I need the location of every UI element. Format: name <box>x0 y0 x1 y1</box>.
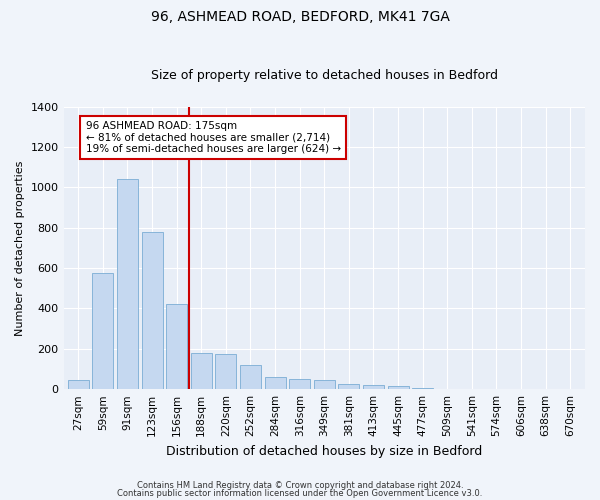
Bar <box>166 304 187 389</box>
Title: Size of property relative to detached houses in Bedford: Size of property relative to detached ho… <box>151 69 498 82</box>
Y-axis label: Number of detached properties: Number of detached properties <box>15 160 25 336</box>
Bar <box>117 180 138 389</box>
Text: Contains HM Land Registry data © Crown copyright and database right 2024.: Contains HM Land Registry data © Crown c… <box>137 481 463 490</box>
X-axis label: Distribution of detached houses by size in Bedford: Distribution of detached houses by size … <box>166 444 482 458</box>
Text: Contains public sector information licensed under the Open Government Licence v3: Contains public sector information licen… <box>118 488 482 498</box>
Bar <box>92 273 113 389</box>
Bar <box>412 388 433 389</box>
Bar <box>338 384 359 389</box>
Text: 96 ASHMEAD ROAD: 175sqm
← 81% of detached houses are smaller (2,714)
19% of semi: 96 ASHMEAD ROAD: 175sqm ← 81% of detache… <box>86 121 341 154</box>
Bar <box>289 379 310 389</box>
Bar <box>191 353 212 389</box>
Bar <box>314 380 335 389</box>
Bar <box>240 365 261 389</box>
Bar <box>215 354 236 389</box>
Bar <box>68 380 89 389</box>
Text: 96, ASHMEAD ROAD, BEDFORD, MK41 7GA: 96, ASHMEAD ROAD, BEDFORD, MK41 7GA <box>151 10 449 24</box>
Bar <box>363 384 384 389</box>
Bar <box>388 386 409 389</box>
Bar <box>265 377 286 389</box>
Bar <box>142 232 163 389</box>
